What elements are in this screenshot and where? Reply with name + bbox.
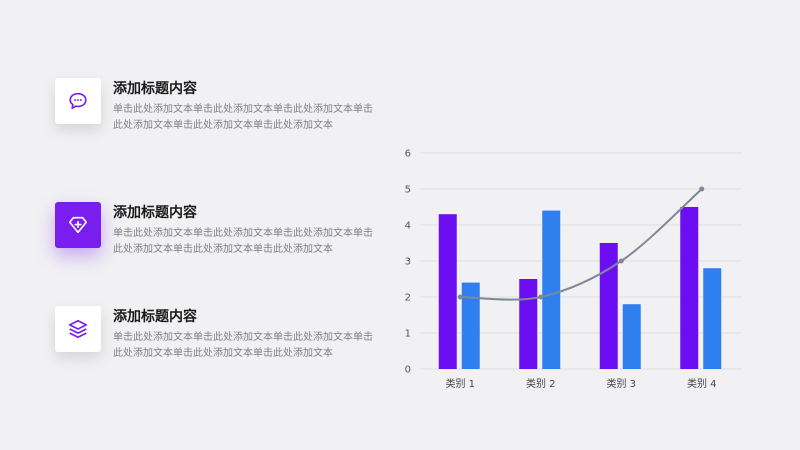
feature-text-2: 单击此处添加文本单击此处添加文本单击此处添加文本单击此处添加文本单击此处添加文本… [113,228,373,255]
bar [519,279,538,369]
y-tick-label: 6 [405,149,411,160]
diamond-plus-icon [68,216,88,234]
feature-text-1: 单击此处添加文本单击此处添加文本单击此处添加文本单击此处添加文本单击此处添加文本… [113,104,373,131]
x-tick-label: 类别 1 [445,377,475,390]
y-tick-label: 5 [405,185,411,196]
combo-chart: 0 1 2 3 4 5 6 类别 1 类别 2 类别 3 类别 4 [405,149,742,390]
x-tick-label: 类别 4 [687,377,717,390]
chat-bubble-icon-box [55,78,101,124]
feature-title-3: 添加标题内容 [113,309,197,325]
layers-icon-box [55,306,101,352]
chat-bubble-icon [69,92,87,110]
line-point [618,258,624,264]
bar [542,210,561,369]
feature-item-1: 添加标题内容 单击此处添加文本单击此处添加文本单击此处添加文本单击此处添加文本单… [55,78,385,138]
bar [599,243,618,369]
line-point [538,294,544,300]
line-point [699,186,705,192]
bar [703,268,722,369]
feature-item-2: 添加标题内容 单击此处添加文本单击此处添加文本单击此处添加文本单击此处添加文本单… [55,202,385,262]
diamond-plus-icon-box [55,202,101,248]
feature-title-1: 添加标题内容 [113,81,197,97]
y-tick-label: 3 [405,257,411,268]
bar [680,207,699,369]
layers-icon [68,319,88,339]
bar [438,214,457,369]
line-point [457,294,463,300]
bar [461,282,480,369]
x-tick-label: 类别 2 [526,377,556,390]
feature-text-3: 单击此处添加文本单击此处添加文本单击此处添加文本单击此处添加文本单击此处添加文本… [113,332,373,359]
y-tick-label: 1 [405,329,411,340]
y-tick-label: 2 [405,293,411,304]
y-tick-label: 4 [405,221,411,232]
feature-item-3: 添加标题内容 单击此处添加文本单击此处添加文本单击此处添加文本单击此处添加文本单… [55,306,385,366]
feature-title-2: 添加标题内容 [113,205,197,221]
y-tick-label: 0 [405,365,411,376]
line-series [460,188,703,301]
bar [622,304,641,369]
x-tick-label: 类别 3 [606,377,636,390]
